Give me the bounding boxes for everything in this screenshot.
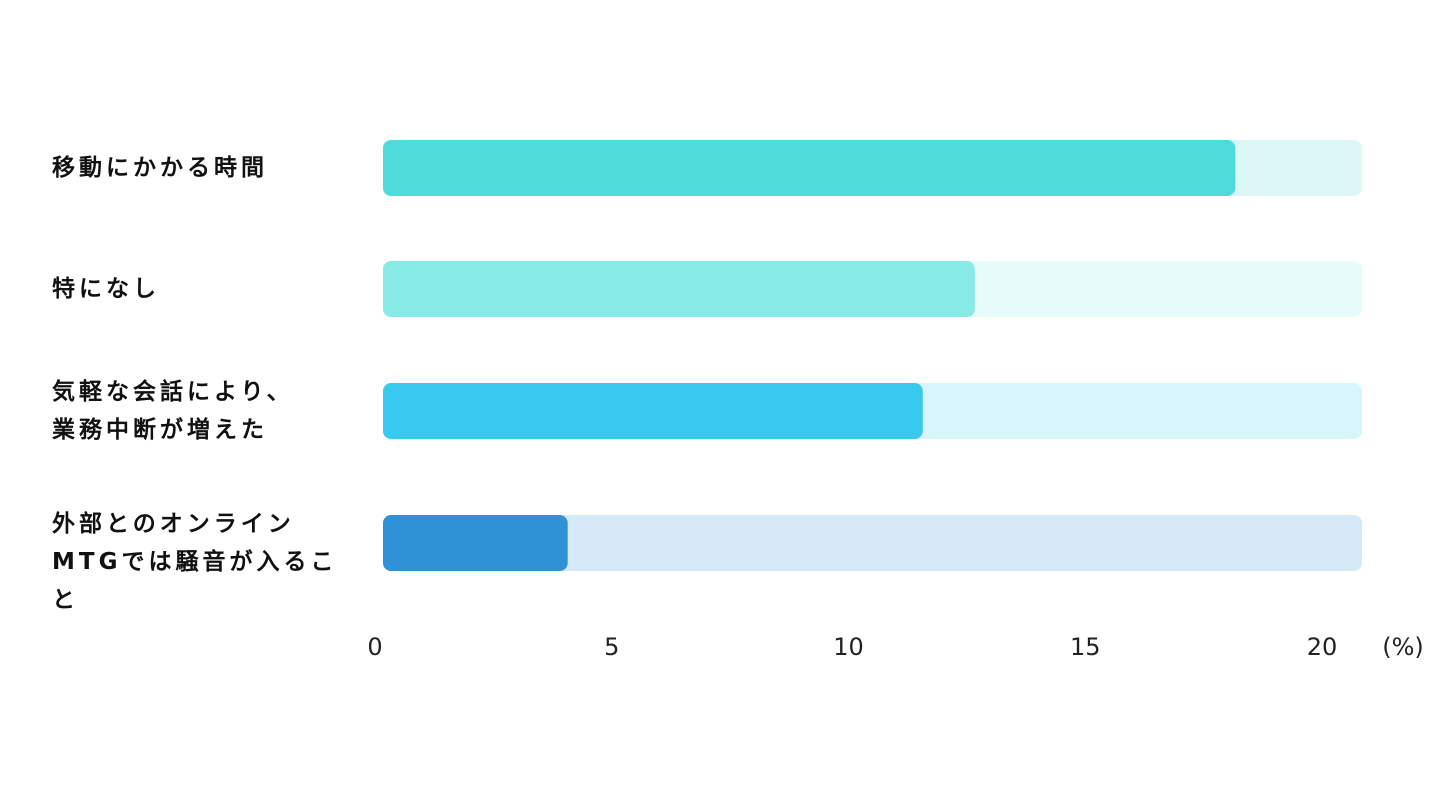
x-tick-label: 10 (833, 633, 864, 661)
bar (383, 140, 1236, 196)
bar (383, 383, 923, 439)
x-tick-label: 20 (1307, 633, 1338, 661)
category-label: 移動にかかる時間 (52, 155, 268, 181)
category-label: 気軽な会話により、 業務中断が増えた (52, 379, 294, 443)
category-label: 外部とのオンラインMTGでは騒音が入ること (52, 511, 338, 613)
bar (383, 261, 975, 317)
x-tick-label: 15 (1070, 633, 1101, 661)
x-tick-label: 0 (367, 633, 382, 661)
category-label: 特になし (52, 276, 160, 302)
x-tick-label: 5 (604, 633, 619, 661)
bar-track (383, 515, 1362, 571)
x-axis-unit: (%) (1382, 633, 1424, 661)
bar (383, 515, 568, 571)
